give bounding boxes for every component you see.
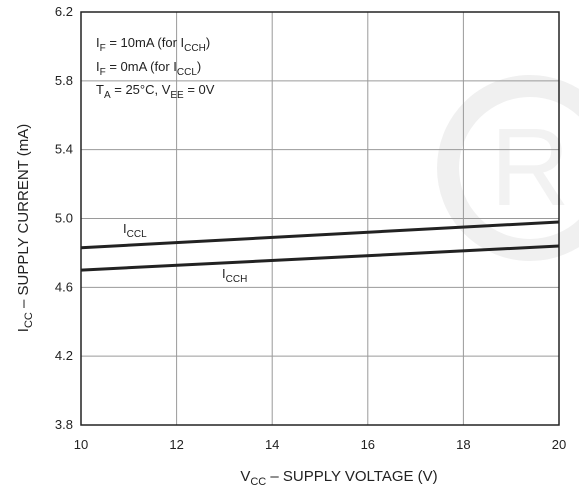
svg-text:R: R (490, 106, 569, 229)
x-axis-title: VCC – SUPPLY VOLTAGE (V) (240, 468, 437, 488)
y-tick-label: 6.2 (55, 4, 73, 19)
y-tick-label: 4.6 (55, 279, 73, 294)
y-tick-label: 5.8 (55, 73, 73, 88)
y-tick-label: 4.2 (55, 348, 73, 363)
x-tick-label: 18 (456, 437, 470, 452)
condition-line-2: IF = 0mA (for ICCL) (96, 59, 201, 78)
y-tick-label: 5.0 (55, 211, 73, 226)
series-line-cch (80, 244, 560, 272)
y-tick-label: 3.8 (55, 417, 73, 432)
x-tick-labels: 10 12 14 16 18 20 (74, 437, 566, 452)
x-tick-label: 10 (74, 437, 88, 452)
y-axis-title: ICC – SUPPLY CURRENT (mA) (15, 124, 35, 332)
y-tick-label: 5.4 (55, 142, 73, 157)
y-tick-labels: 3.8 4.2 4.6 5.0 5.4 5.8 6.2 (55, 4, 73, 432)
series-lines (80, 220, 560, 272)
x-tick-label: 16 (361, 437, 375, 452)
series-label-iccl: ICCL (123, 221, 147, 240)
condition-line-3: TA = 25°C, VEE = 0V (96, 82, 215, 101)
x-tick-label: 14 (265, 437, 279, 452)
condition-line-1: IF = 10mA (for ICCH) (96, 35, 210, 54)
x-tick-label: 20 (552, 437, 566, 452)
series-line-ccl (80, 220, 560, 250)
plot-frame (80, 11, 560, 426)
series-label-icch: ICCH (222, 266, 247, 285)
registered-mark-icon: R (437, 75, 579, 261)
x-tick-label: 12 (169, 437, 183, 452)
